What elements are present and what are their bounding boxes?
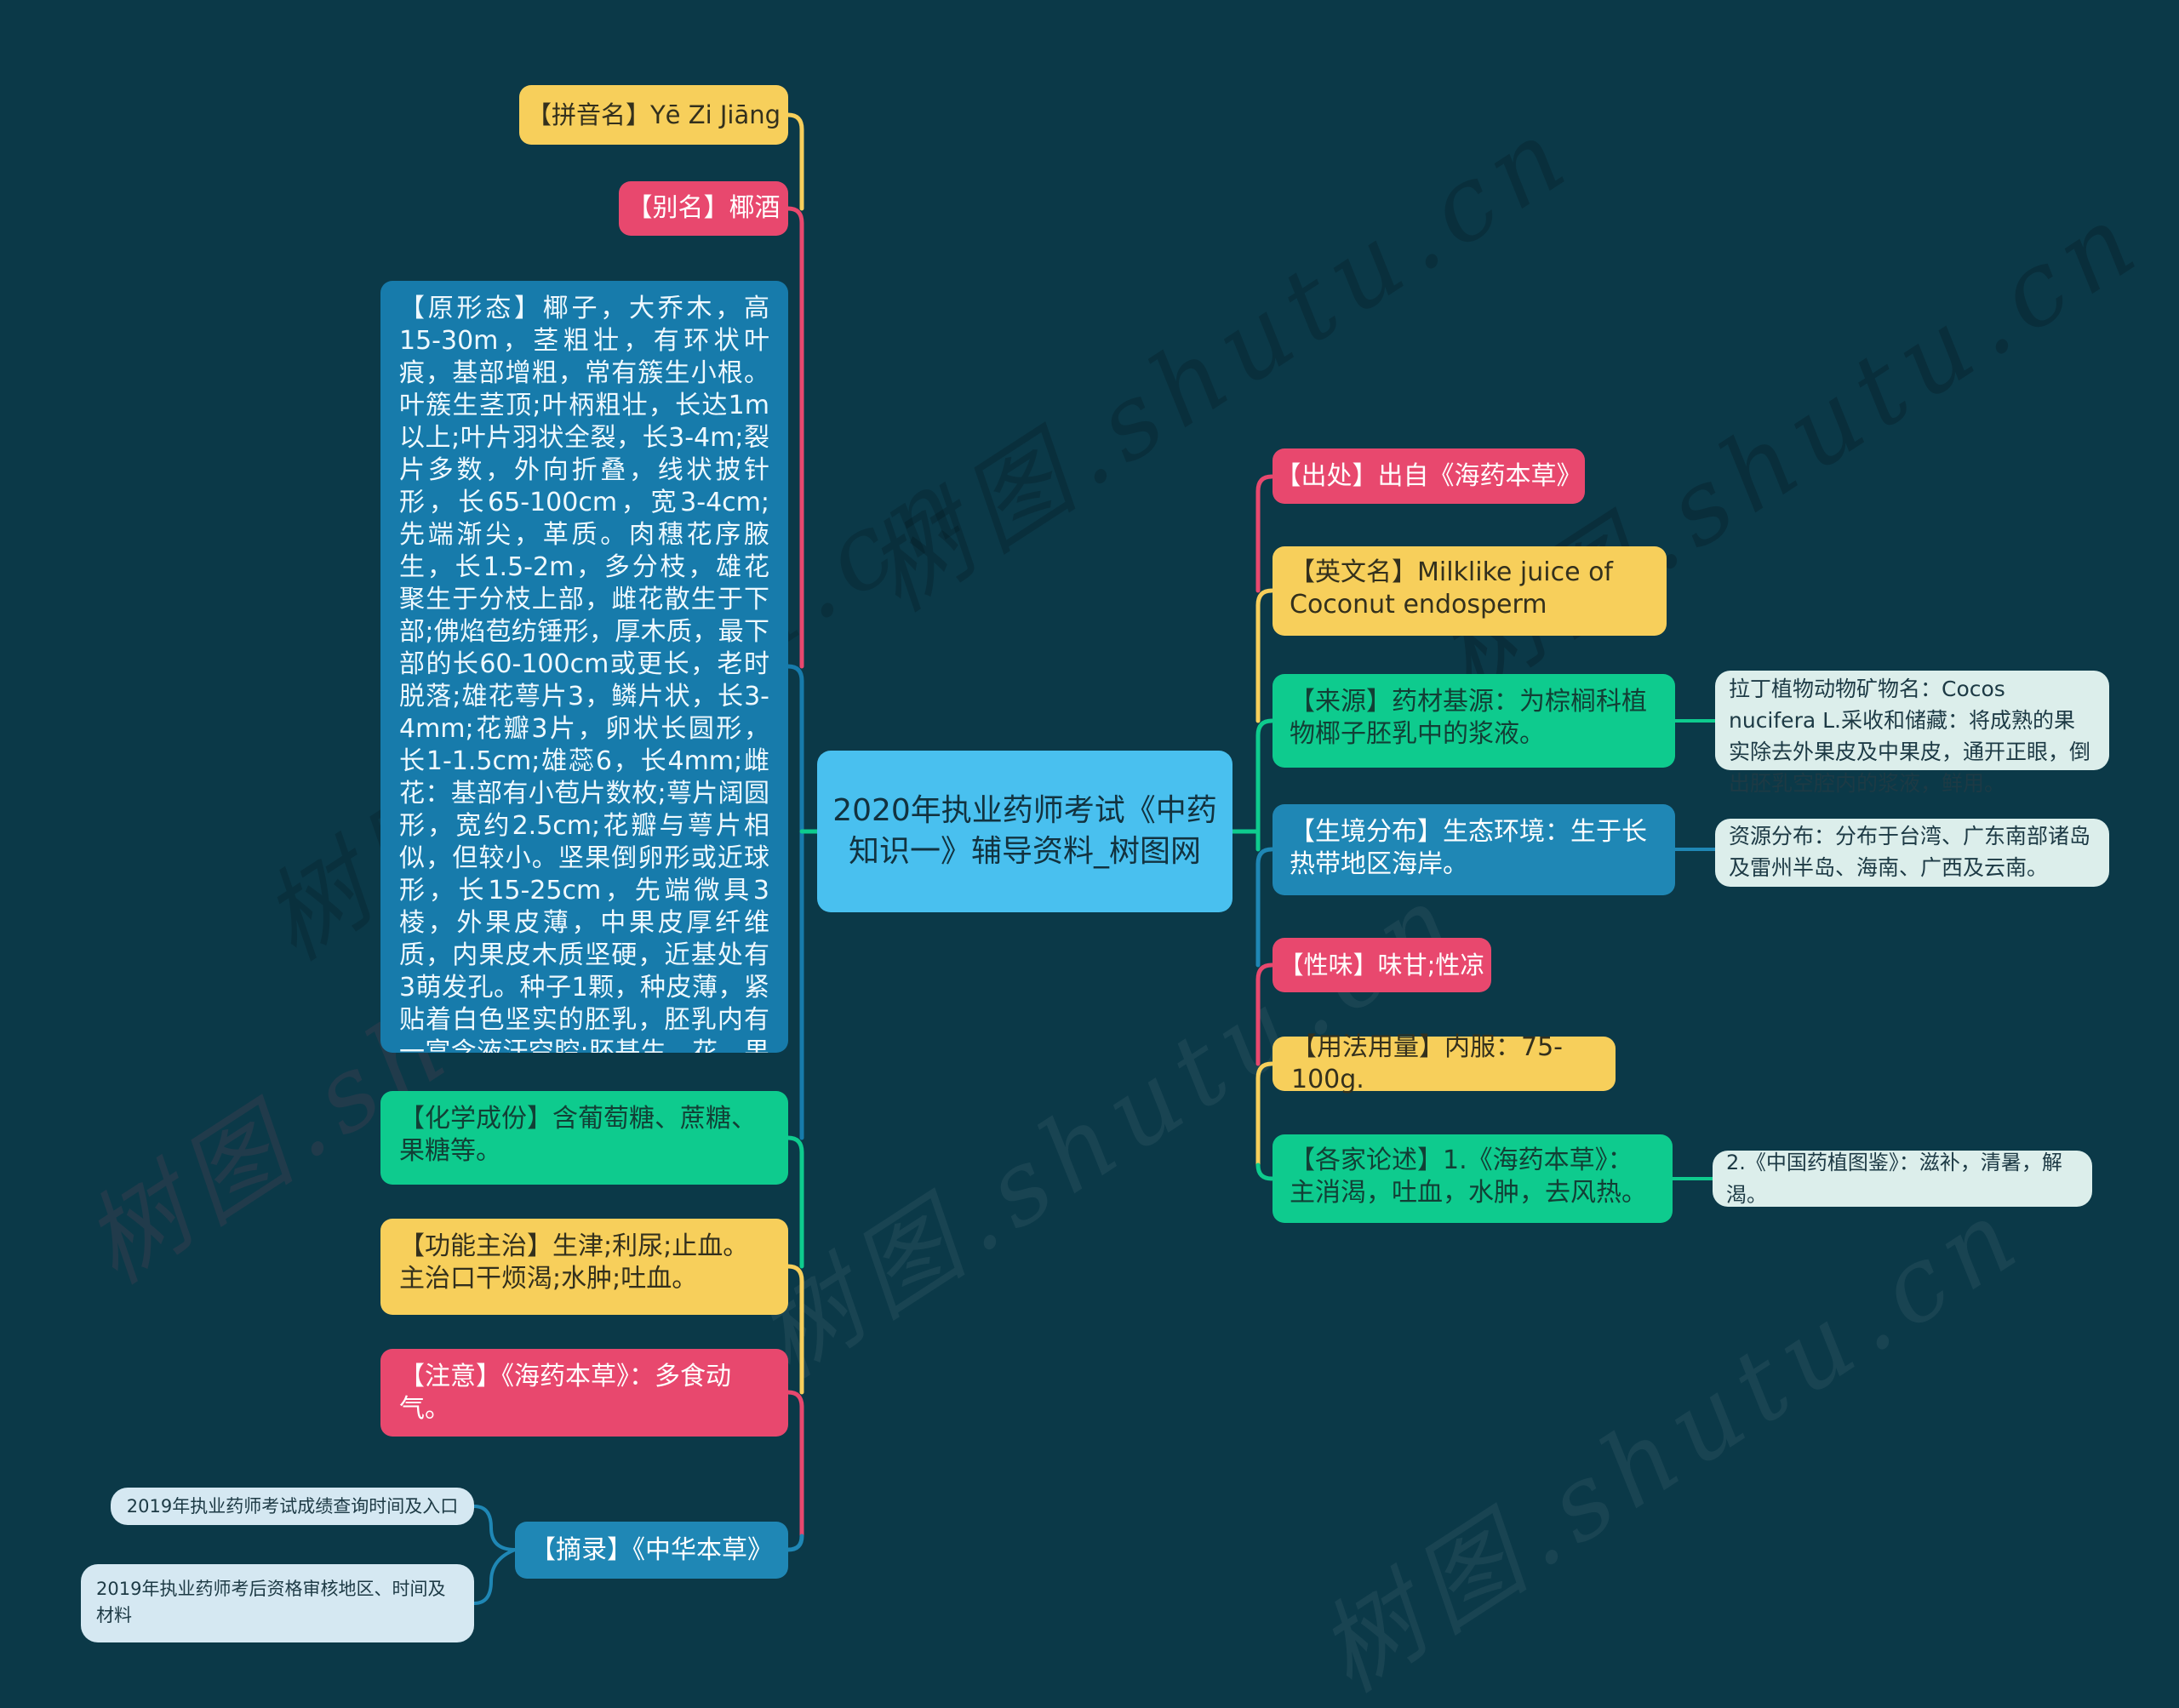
node-huaxue[interactable]: 【化学成份】含葡萄糖、蔗糖、果糖等。 — [380, 1091, 788, 1185]
connector-shengjing — [1255, 847, 1274, 968]
connector-yingwenming — [1255, 588, 1274, 723]
node-zhuyi[interactable]: 【注意】《海药本草》：多食动气。 — [380, 1349, 788, 1437]
node-yongfa[interactable]: 【用法用量】内服：75-100g. — [1273, 1032, 1616, 1094]
node-seo-link-2-label: 2019年执业药师考后资格审核地区、时间及材料 — [96, 1579, 446, 1625]
node-shengjing-detail-label: 资源分布：分布于台湾、广东南部诸岛及雷州半岛、海南、广西及云南。 — [1729, 824, 2091, 880]
node-chuchu-label: 【出处】出自《海药本草》 — [1275, 460, 1582, 491]
connector-gejialunshu — [1255, 1162, 1274, 1181]
node-shengjing[interactable]: 【生境分布】生态环境：生于长热带地区海岸。 — [1273, 804, 1675, 895]
node-zhuyi-label: 【注意】《海药本草》：多食动气。 — [399, 1362, 731, 1424]
connector-xingwei — [1255, 963, 1274, 1066]
node-pinyin-label: 【拼音名】Yē Zi Jiāng — [526, 100, 781, 129]
node-huaxue-label: 【化学成份】含葡萄糖、蔗糖、果糖等。 — [399, 1104, 757, 1166]
node-xingwei[interactable]: 【性味】味甘;性凉 — [1273, 938, 1491, 992]
node-seo-link-2[interactable]: 2019年执业药师考后资格审核地区、时间及材料 — [81, 1564, 474, 1642]
connector-yuanxingtai — [786, 664, 804, 1140]
node-gejialunshu-detail-label: 2.《中国药植图鉴》：滋补，清暑，解渴。 — [1726, 1151, 2062, 1207]
connector-laiyuan — [1255, 718, 1274, 852]
node-gongneng[interactable]: 【功能主治】生津;利尿;止血。主治口干烦渴;水肿;吐血。 — [380, 1219, 788, 1315]
node-gongneng-label: 【功能主治】生津;利尿;止血。主治口干烦渴;水肿;吐血。 — [399, 1231, 749, 1294]
node-yongfa-label: 【用法用量】内服：75-100g. — [1291, 1032, 1563, 1094]
node-gejialunshu-detail[interactable]: 2.《中国药植图鉴》：滋补，清暑，解渴。 — [1713, 1151, 2092, 1207]
node-pinyin[interactable]: 【拼音名】Yē Zi Jiāng — [519, 85, 788, 145]
node-laiyuan[interactable]: 【来源】药材基源：为棕榈科植物椰子胚乳中的浆液。 — [1273, 674, 1675, 768]
connector-chuchu — [1255, 474, 1274, 593]
node-bieming-label: 【别名】椰酒 — [626, 193, 781, 223]
node-gejialunshu[interactable]: 【各家论述】1.《海药本草》：主消渴，吐血，水肿，去风热。 — [1273, 1134, 1673, 1223]
node-yuanxingtai-label: 【原形态】椰子，大乔木，高15-30m，茎粗壮，有环状叶痕，基部增粗，常有簇生小… — [399, 294, 769, 1053]
connector-yongfa — [1255, 1061, 1274, 1168]
node-gejialunshu-label: 【各家论述】1.《海药本草》：主消渴，吐血，水肿，去风热。 — [1290, 1145, 1647, 1208]
node-laiyuan-detail-label: 拉丁植物动物矿物名：Cocos nucifera L.采收和储藏：将成熟的果实除… — [1729, 677, 2091, 796]
node-xingwei-label: 【性味】味甘;性凉 — [1278, 951, 1485, 980]
connector-pinyin — [786, 112, 804, 211]
connector-zhailu — [786, 1534, 804, 1552]
connector-gongneng — [786, 1264, 804, 1395]
node-zhailu-label: 【摘录】《中华本草》 — [530, 1534, 773, 1565]
node-seo-link-1[interactable]: 2019年执业药师考试成绩查询时间及入口 — [111, 1488, 474, 1525]
connector-zhuyi — [786, 1390, 804, 1539]
node-bieming[interactable]: 【别名】椰酒 — [619, 181, 788, 236]
connector-huaxue — [786, 1135, 804, 1269]
node-laiyuan-label: 【来源】药材基源：为棕榈科植物椰子胚乳中的浆液。 — [1290, 687, 1647, 749]
node-yingwenming[interactable]: 【英文名】Milklike juice of Coconut endosperm — [1273, 546, 1667, 636]
central-topic-label: 2020年执业药师考试《中药知识一》辅导资料_树图网 — [832, 793, 1217, 869]
connector-seo2 — [472, 1548, 517, 1605]
connector-bieming — [786, 206, 804, 669]
node-shengjing-detail[interactable]: 资源分布：分布于台湾、广东南部诸岛及雷州半岛、海南、广西及云南。 — [1715, 819, 2109, 887]
node-laiyuan-detail[interactable]: 拉丁植物动物矿物名：Cocos nucifera L.采收和储藏：将成熟的果实除… — [1715, 671, 2109, 796]
node-seo-link-1-label: 2019年执业药师考试成绩查询时间及入口 — [126, 1496, 459, 1517]
node-yuanxingtai[interactable]: 【原形态】椰子，大乔木，高15-30m，茎粗壮，有环状叶痕，基部增粗，常有簇生小… — [380, 281, 788, 1053]
node-shengjing-label: 【生境分布】生态环境：生于长热带地区海岸。 — [1290, 817, 1647, 879]
connector-seo1 — [472, 1505, 517, 1551]
node-yingwenming-label: 【英文名】Milklike juice of Coconut endosperm — [1290, 557, 1613, 620]
node-zhailu[interactable]: 【摘录】《中华本草》 — [515, 1522, 788, 1579]
node-chuchu[interactable]: 【出处】出自《海药本草》 — [1273, 448, 1585, 504]
central-topic-node[interactable]: 2020年执业药师考试《中药知识一》辅导资料_树图网 — [817, 751, 1232, 912]
